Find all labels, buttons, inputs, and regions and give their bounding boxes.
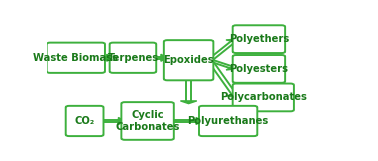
Text: Terpenes: Terpenes <box>107 53 158 63</box>
Polygon shape <box>118 118 125 124</box>
Polygon shape <box>180 101 197 104</box>
FancyBboxPatch shape <box>66 106 104 136</box>
Polygon shape <box>226 94 242 97</box>
Text: CO₂: CO₂ <box>74 116 95 126</box>
FancyBboxPatch shape <box>199 106 257 136</box>
Polygon shape <box>196 118 203 124</box>
FancyBboxPatch shape <box>233 55 285 83</box>
FancyBboxPatch shape <box>46 43 105 73</box>
Polygon shape <box>226 65 236 70</box>
Text: Cyclic
Carbonates: Cyclic Carbonates <box>115 110 180 132</box>
FancyBboxPatch shape <box>164 40 213 80</box>
FancyBboxPatch shape <box>121 102 174 140</box>
Text: Polyesters: Polyesters <box>229 64 288 74</box>
FancyBboxPatch shape <box>233 84 294 111</box>
Polygon shape <box>107 54 113 61</box>
FancyBboxPatch shape <box>110 43 156 73</box>
Text: Polycarbonates: Polycarbonates <box>220 92 307 102</box>
Text: Waste Biomass: Waste Biomass <box>33 53 118 63</box>
FancyBboxPatch shape <box>233 25 285 53</box>
Text: Polyurethanes: Polyurethanes <box>187 116 269 126</box>
Polygon shape <box>161 54 167 61</box>
Text: Epoxides: Epoxides <box>163 55 214 65</box>
Text: Polyethers: Polyethers <box>229 34 289 44</box>
Polygon shape <box>226 39 240 43</box>
